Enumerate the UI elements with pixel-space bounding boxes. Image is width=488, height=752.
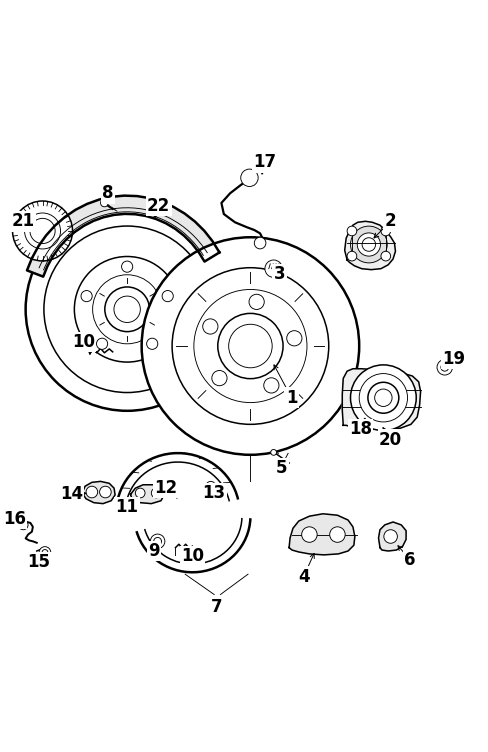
Circle shape <box>26 208 229 411</box>
Circle shape <box>229 324 272 368</box>
Text: 6: 6 <box>404 550 416 569</box>
Text: 14: 14 <box>60 486 83 503</box>
Text: 17: 17 <box>253 153 277 171</box>
Circle shape <box>254 237 266 249</box>
Circle shape <box>330 527 345 542</box>
Circle shape <box>203 319 218 334</box>
Circle shape <box>39 547 51 558</box>
Text: 11: 11 <box>116 499 139 517</box>
Text: 18: 18 <box>349 420 372 438</box>
Text: 1: 1 <box>286 389 297 407</box>
Text: 16: 16 <box>3 510 26 528</box>
Polygon shape <box>379 522 406 551</box>
Circle shape <box>350 226 387 263</box>
Text: 22: 22 <box>147 197 170 215</box>
Circle shape <box>100 487 111 498</box>
Text: 15: 15 <box>27 553 50 571</box>
Circle shape <box>437 359 452 375</box>
Circle shape <box>86 487 98 498</box>
Circle shape <box>194 290 307 402</box>
Circle shape <box>357 233 381 256</box>
Polygon shape <box>130 485 164 504</box>
Circle shape <box>350 365 416 431</box>
Circle shape <box>105 287 149 332</box>
Polygon shape <box>82 481 115 504</box>
Text: 13: 13 <box>203 484 226 502</box>
Circle shape <box>287 331 302 346</box>
Polygon shape <box>342 368 421 429</box>
Circle shape <box>271 450 277 455</box>
Circle shape <box>368 382 399 414</box>
Text: 10: 10 <box>72 333 95 351</box>
Polygon shape <box>289 514 355 555</box>
Circle shape <box>165 486 173 493</box>
Circle shape <box>146 338 158 350</box>
Text: 7: 7 <box>211 598 223 616</box>
Circle shape <box>384 529 397 543</box>
Polygon shape <box>345 221 395 270</box>
Text: 4: 4 <box>298 568 309 586</box>
Circle shape <box>381 226 390 236</box>
Circle shape <box>172 268 329 424</box>
Circle shape <box>97 338 108 350</box>
Text: 5: 5 <box>276 459 287 477</box>
Text: 9: 9 <box>148 542 160 560</box>
Circle shape <box>212 371 227 386</box>
Circle shape <box>44 226 210 393</box>
Circle shape <box>347 251 357 261</box>
Circle shape <box>13 201 73 261</box>
Text: 12: 12 <box>154 479 177 497</box>
Circle shape <box>218 314 283 379</box>
Circle shape <box>74 256 180 362</box>
Circle shape <box>154 538 162 545</box>
Text: 21: 21 <box>12 212 35 230</box>
Circle shape <box>122 261 133 272</box>
Polygon shape <box>27 196 220 277</box>
Circle shape <box>101 199 108 207</box>
Circle shape <box>359 374 407 422</box>
Circle shape <box>30 218 55 244</box>
Circle shape <box>114 296 141 323</box>
Circle shape <box>162 290 173 302</box>
Circle shape <box>265 260 283 277</box>
Circle shape <box>441 363 448 371</box>
Text: 20: 20 <box>379 431 402 449</box>
Text: 10: 10 <box>181 547 204 565</box>
Circle shape <box>381 251 390 261</box>
Circle shape <box>362 238 376 251</box>
Circle shape <box>93 274 162 344</box>
Circle shape <box>241 169 258 186</box>
Circle shape <box>42 550 48 556</box>
Circle shape <box>249 294 264 310</box>
Text: 8: 8 <box>102 184 114 202</box>
Circle shape <box>375 389 392 407</box>
Text: 19: 19 <box>442 350 465 368</box>
Circle shape <box>264 378 279 393</box>
Circle shape <box>151 488 161 498</box>
Circle shape <box>206 481 216 491</box>
Circle shape <box>142 237 359 455</box>
Circle shape <box>150 534 165 549</box>
Circle shape <box>19 520 28 529</box>
Circle shape <box>135 488 145 498</box>
Circle shape <box>24 213 61 249</box>
Text: 2: 2 <box>385 212 396 230</box>
Circle shape <box>81 290 92 302</box>
Circle shape <box>347 226 357 236</box>
Circle shape <box>302 527 317 542</box>
Text: 3: 3 <box>274 265 285 284</box>
